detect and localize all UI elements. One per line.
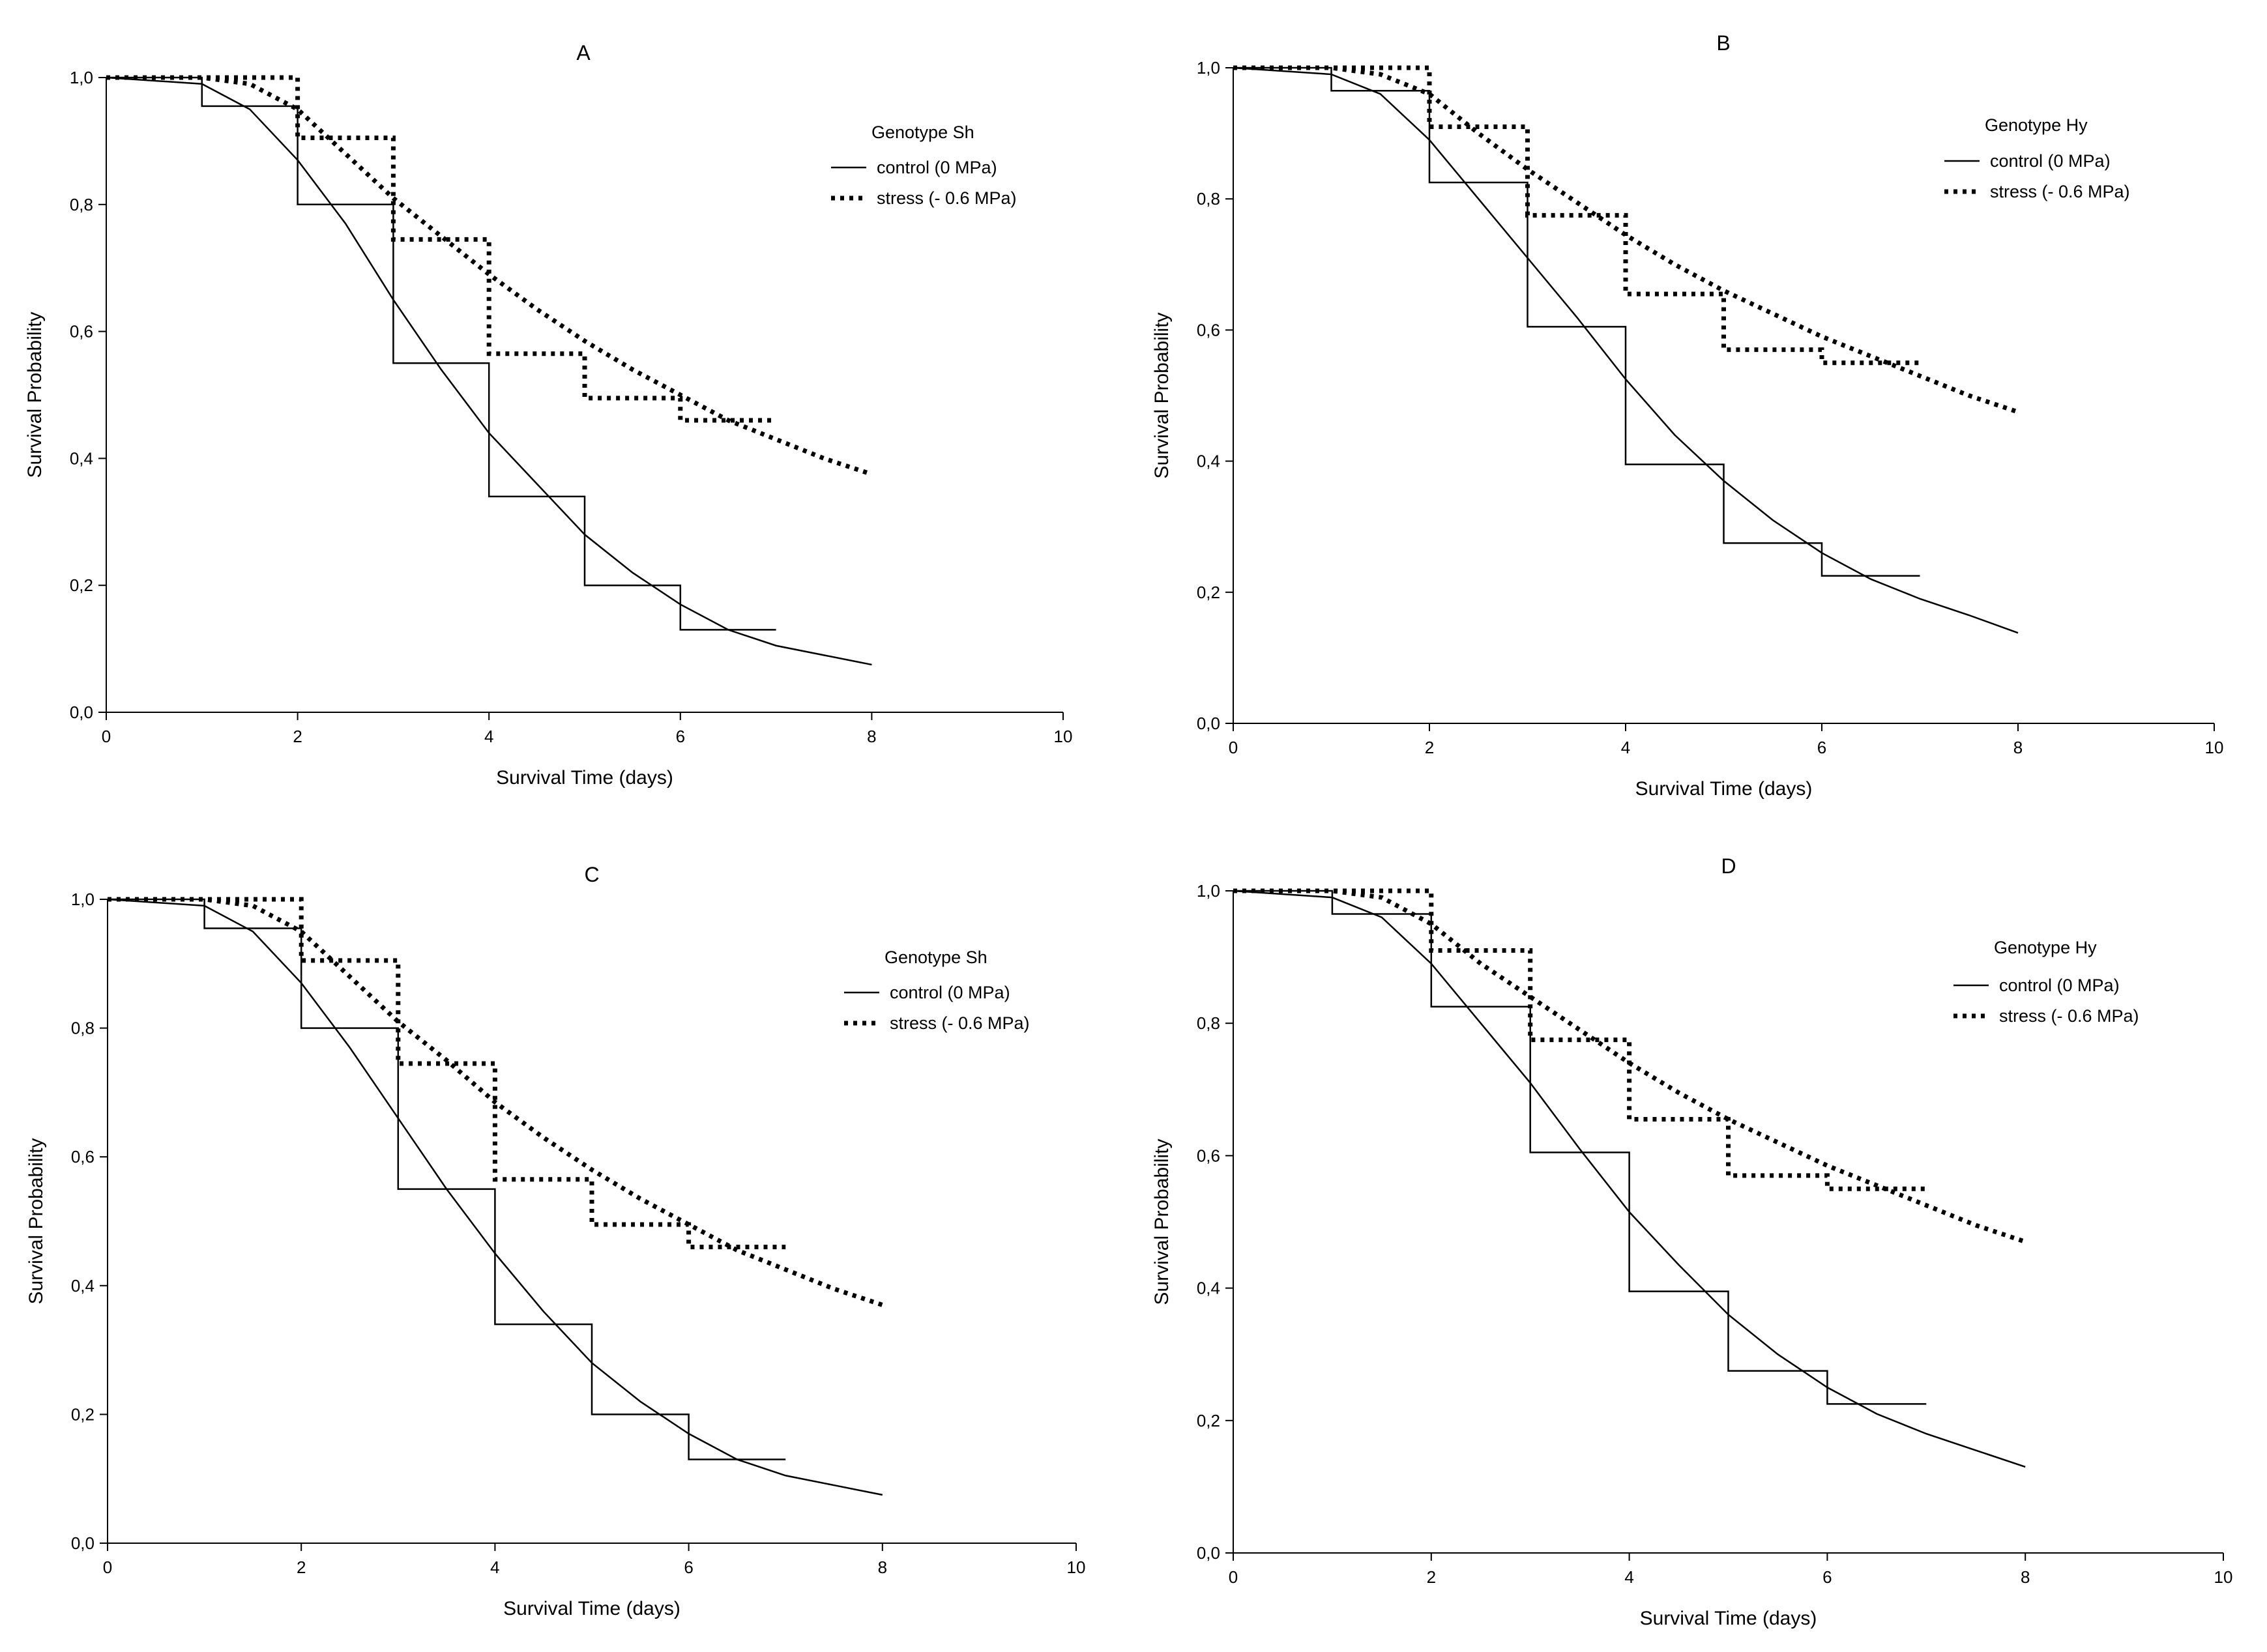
chart-panel-d: D 0 2 4 6 8 10 0,0 0,2 0,4 0,6 0,8 1,0 Survival Time …: [1151, 854, 2232, 1629]
stress-step-line: [108, 897, 786, 1250]
x-tick-label: 4: [1624, 1567, 1633, 1587]
y-tick-label: 0,8: [1197, 189, 1220, 209]
legend-entry-stress: stress (- 0.6 MPa): [877, 188, 1017, 208]
x-tick-label: 10: [2214, 1567, 2233, 1587]
x-tick-label: 4: [484, 727, 493, 746]
stress-fit-line: [1233, 65, 2019, 414]
x-tick-label: 10: [1067, 1558, 1086, 1577]
legend-title: Genotype Sh: [885, 948, 987, 967]
x-tick-label: 8: [2013, 738, 2023, 757]
stress-step-line: [1233, 888, 1927, 1191]
x-tick-label: 6: [1822, 1567, 1832, 1587]
legend-title: Genotype Hy: [1985, 115, 2088, 135]
x-tick-label: 4: [1621, 738, 1630, 757]
legend-title: Genotype Sh: [871, 123, 974, 142]
legend-entry-control: control (0 MPa): [890, 983, 1010, 1002]
x-tick-label: 2: [1425, 738, 1434, 757]
x-tick-label: 0: [103, 1558, 112, 1577]
y-tick-label: 0,4: [1197, 1279, 1220, 1298]
chart-panel-a: A 0 2 4 6 8 10 0,0 0,2 0,4 0,6 0,8 1,0 Survival Time …: [24, 41, 1072, 789]
x-tick-label: 8: [867, 727, 876, 746]
legend-entry-stress: stress (- 0.6 MPa): [1999, 1006, 2139, 1026]
y-tick-label: 0,4: [70, 448, 93, 468]
x-tick-label: 2: [1427, 1567, 1436, 1587]
stress-fit-line: [106, 75, 873, 477]
x-tick-label: 6: [684, 1558, 693, 1577]
y-tick-label: 0,4: [71, 1276, 95, 1296]
y-tick-label: 1,0: [1197, 58, 1220, 78]
y-axis-label: Survival Probability: [1151, 1138, 1173, 1305]
y-tick-label: 0,0: [71, 1533, 95, 1553]
y-tick-label: 0,6: [1197, 320, 1220, 340]
x-tick-label: 0: [102, 727, 111, 746]
y-tick-label: 0,0: [1197, 714, 1220, 733]
stress-fit-line: [108, 897, 883, 1307]
x-tick-label: 6: [1817, 738, 1826, 757]
y-tick-label: 1,0: [71, 890, 95, 909]
y-tick-label: 0,4: [1197, 452, 1220, 471]
x-tick-label: 2: [293, 727, 302, 746]
y-tick-label: 1,0: [70, 68, 93, 87]
panel-label: D: [1721, 854, 1736, 878]
legend-entry-stress: stress (- 0.6 MPa): [890, 1013, 1030, 1033]
x-tick-label: 8: [2021, 1567, 2030, 1587]
legend-title: Genotype Hy: [1994, 938, 2097, 957]
x-tick-label: 8: [878, 1558, 887, 1577]
x-tick-label: 0: [1229, 738, 1238, 757]
y-tick-label: 0,2: [70, 575, 93, 595]
control-fit-line: [106, 76, 872, 666]
stress-fit-line: [1233, 888, 2026, 1244]
x-axis-label: Survival Time (days): [1635, 778, 1813, 800]
panel-label: C: [584, 863, 599, 886]
y-tick-label: 0,6: [70, 322, 93, 341]
x-axis-label: Survival Time (days): [1640, 1608, 1817, 1629]
x-tick-label: 10: [1054, 727, 1073, 746]
control-step-line: [106, 76, 776, 631]
x-tick-label: 4: [490, 1558, 499, 1577]
control-fit-line: [107, 898, 883, 1496]
y-tick-label: 0,2: [1197, 1411, 1220, 1430]
y-axis-label: Survival Probability: [1151, 312, 1173, 478]
y-axis-label: Survival Probability: [24, 312, 46, 478]
x-axis-label: Survival Time (days): [503, 1598, 680, 1619]
y-tick-label: 0,2: [71, 1404, 95, 1424]
x-tick-label: 0: [1229, 1567, 1238, 1587]
control-step-line: [1233, 890, 1927, 1405]
legend-entry-control: control (0 MPa): [1999, 976, 2120, 995]
control-fit-line: [1233, 890, 2026, 1468]
control-step-line: [108, 898, 786, 1460]
y-axis-label: Survival Probability: [25, 1138, 47, 1304]
legend-entry-control: control (0 MPa): [877, 158, 997, 177]
y-tick-label: 0,8: [70, 195, 93, 214]
y-tick-label: 0,0: [70, 703, 93, 722]
control-fit-line: [1233, 66, 2019, 634]
control-step-line: [1233, 66, 1920, 577]
chart-panel-c: C 0 2 4 6 8 10 0,0 0,2 0,4 0,6 0,8 1,0 Survival Time …: [25, 863, 1085, 1619]
legend-entry-control: control (0 MPa): [1990, 151, 2111, 171]
x-tick-label: 6: [676, 727, 685, 746]
y-tick-label: 0,8: [1197, 1013, 1220, 1033]
panel-label: B: [1716, 31, 1730, 55]
chart-panel-b: B 0 2 4 6 8 10 0,0 0,2 0,4 0,6 0,8 1,0 Survival Time …: [1151, 31, 2223, 800]
y-tick-label: 1,0: [1197, 881, 1220, 901]
y-tick-label: 0,8: [71, 1019, 95, 1038]
y-tick-label: 0,6: [71, 1147, 95, 1167]
stress-step-line: [1233, 65, 1920, 366]
legend-entry-stress: stress (- 0.6 MPa): [1990, 182, 2130, 201]
x-axis-label: Survival Time (days): [496, 767, 673, 789]
panel-label: A: [576, 41, 591, 65]
y-tick-label: 0,0: [1197, 1543, 1220, 1563]
y-tick-label: 0,6: [1197, 1146, 1220, 1165]
x-tick-label: 10: [2205, 738, 2224, 757]
y-tick-label: 0,2: [1197, 583, 1220, 602]
x-tick-label: 2: [297, 1558, 306, 1577]
